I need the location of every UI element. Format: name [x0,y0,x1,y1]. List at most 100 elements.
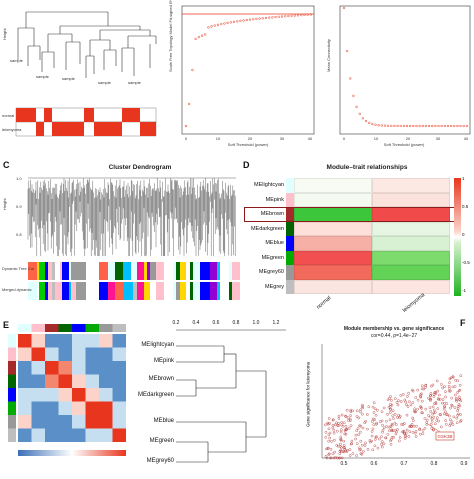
gene-point [410,425,413,428]
adjacency-cell [31,361,45,375]
adjacency-cell [112,415,126,429]
module-label: MEgreen [261,254,284,261]
gene-point [435,379,439,383]
module-color-segment [147,262,150,280]
gene-point [429,394,432,398]
gene-point [364,420,367,423]
adjacency-cell [45,388,59,402]
module-label: MEgrey [265,283,284,290]
gene-point [359,408,362,412]
gene-point [388,397,391,400]
gene-point [436,407,440,410]
adjacency-cell [18,401,32,415]
gene-point [409,403,413,407]
svg-text:sample: sample [128,80,142,85]
connectivity-point [440,124,443,128]
gene-point [373,407,377,411]
gene-point [374,413,378,417]
gene-point [372,411,376,414]
connectivity-point [456,124,459,128]
gene-point [456,405,460,408]
gene-point [388,429,391,433]
merged-color-segment [147,282,150,300]
eigengene-axis-tick: 0.4 [192,320,200,326]
gene-point [346,416,350,419]
scale-point [226,21,229,25]
adjacency-cell [99,415,113,429]
gene-point [355,409,359,413]
adjacency-cell [112,428,126,442]
gene-point [450,420,454,424]
colorbar [454,178,461,296]
gene-point [332,456,336,460]
gene-point [432,416,435,419]
gene-point [431,383,435,387]
gene-point [355,429,359,432]
gene-point [421,399,424,403]
gene-point [361,443,364,447]
panel-e-letter: E [3,320,10,330]
gene-point [393,429,397,432]
gene-point [334,456,337,459]
scale-point [232,20,236,23]
panel-b-scale-independence: Scale Free Topology Model Fit,signed R^2… [160,0,318,150]
adjacency-cell [58,401,72,415]
connectivity-point [396,124,399,128]
scale-point [242,19,245,22]
gene-point [363,444,367,447]
gsk3b-highlight-box [435,431,455,441]
module-color-side [8,374,16,388]
module-color-segment [232,262,242,280]
connectivity-point [349,77,352,80]
gene-point [339,438,343,441]
connectivity-point [390,124,393,128]
gene-point [392,436,395,439]
svg-text:10: 10 [216,136,221,141]
gene-point [422,387,426,391]
adjacency-cell [18,428,32,442]
gene-point [380,440,384,443]
connectivity-point [380,124,383,127]
gene-point [424,407,428,411]
gene-point [458,397,462,401]
panel-a: sample sample sample sample sample Height … [0,0,158,150]
gene-point [358,448,362,452]
gene-point [381,445,384,449]
scale-point [274,15,277,19]
module-color-segment [69,262,71,280]
gene-point [355,454,358,457]
svg-text:Scale Free Topology Model Fit,: Scale Free Topology Model Fit,signed R^2 [168,0,173,72]
gene-point [455,397,458,400]
gene-point [406,405,410,408]
gene-point [433,422,437,426]
svg-text:0: 0 [343,136,346,141]
eigengene-leaf-label: MEpink [153,358,174,364]
adjacency-cell [58,347,72,361]
gene-point [434,391,437,394]
gene-point [412,419,415,422]
adjacency-cell [58,361,72,375]
scale-point [229,21,232,24]
module-color-segment [62,262,69,280]
gene-point [430,427,434,430]
gene-point [359,424,362,428]
gene-point [354,437,357,441]
correlation-cell [372,192,450,207]
gene-point [429,399,432,402]
gene-point [361,426,365,430]
connectivity-point [424,124,428,128]
gene-point [359,448,362,451]
module-color-swatch [286,236,294,251]
gene-point [394,432,398,436]
module-color-segment [71,262,76,280]
scale-point [216,23,220,26]
merged-color-segment [200,282,210,300]
merged-color-segment [186,282,190,300]
gene-point [398,436,402,439]
scale-point [300,13,303,17]
gene-point [419,393,422,397]
gene-point [389,403,392,406]
eigengene-axis-tick: 1.0 [252,320,260,326]
gene-point [450,403,453,407]
gene-point [349,410,353,413]
